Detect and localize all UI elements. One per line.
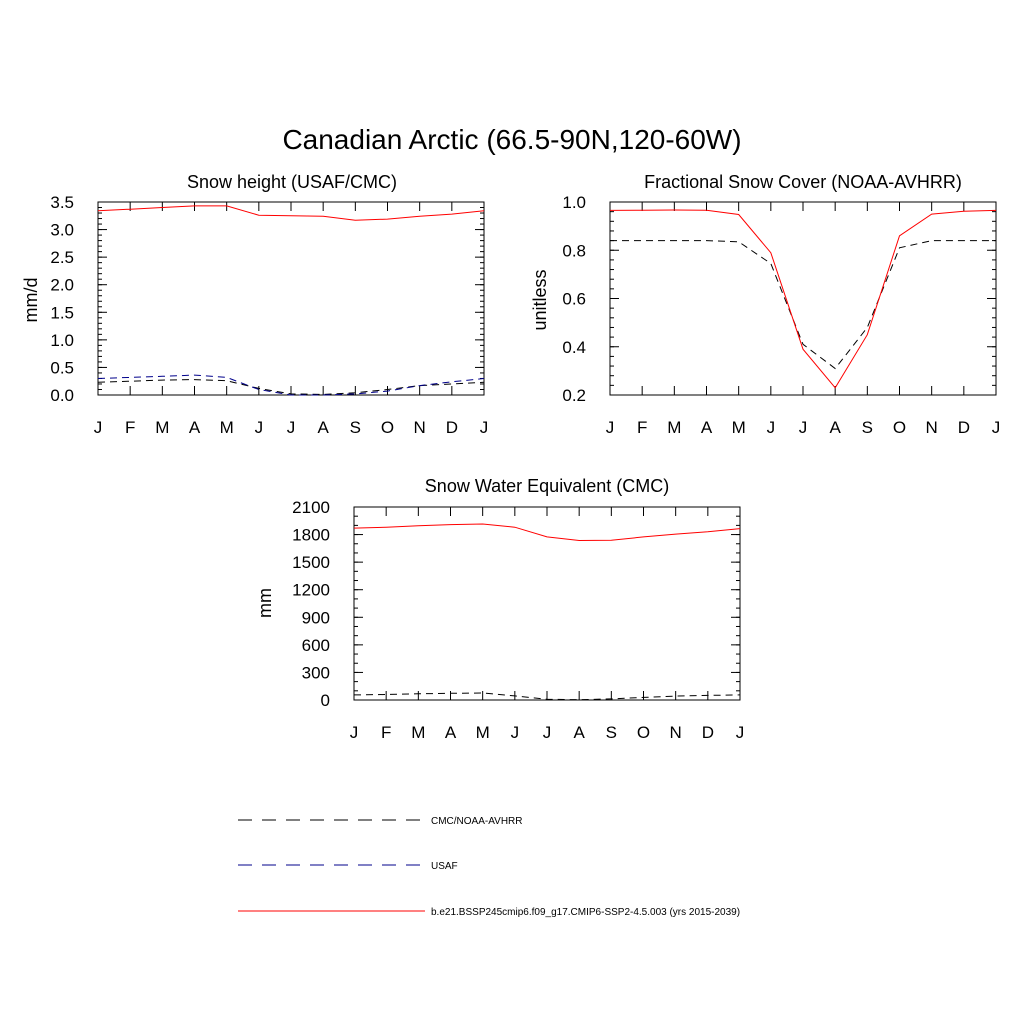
y-tick-label: 0.5	[50, 358, 74, 377]
plot-frame	[609, 201, 997, 396]
x-tick-label: O	[637, 723, 650, 742]
legend: CMC/NOAA-AVHRR USAF b.e21.BSSP245cmip6.f…	[238, 816, 740, 918]
panel-title: Snow Water Equivalent (CMC)	[425, 476, 669, 496]
x-tick-label: A	[317, 418, 329, 437]
y-tick-label: 2100	[292, 498, 330, 517]
x-tick-label: J	[767, 418, 776, 437]
legend-label-model: b.e21.BSSP245cmip6.f09_g17.CMIP6-SSP2-4.…	[431, 907, 740, 918]
series-line-usaf	[97, 374, 485, 396]
x-tick-label: N	[414, 418, 426, 437]
x-tick-label: O	[381, 418, 394, 437]
y-tick-label: 1.0	[50, 331, 74, 350]
x-tick-label: A	[829, 418, 841, 437]
legend-label-usaf: USAF	[431, 861, 458, 872]
legend-item-usaf: USAF	[238, 861, 458, 872]
y-tick-label: 1.5	[50, 303, 74, 322]
y-tick-label: 0.6	[562, 290, 586, 309]
x-tick-label: A	[445, 723, 457, 742]
y-axis-label: unitless	[530, 269, 550, 330]
x-tick-label: A	[573, 723, 585, 742]
y-tick-label: 0.4	[562, 338, 586, 357]
y-tick-label: 2.5	[50, 248, 74, 267]
x-tick-label: S	[606, 723, 617, 742]
y-axis-label: mm	[255, 588, 275, 618]
x-tick-label: J	[799, 418, 808, 437]
y-tick-label: 1500	[292, 553, 330, 572]
x-tick-label: F	[125, 418, 135, 437]
x-tick-label: D	[958, 418, 970, 437]
y-tick-label: 1200	[292, 581, 330, 600]
x-tick-label: J	[511, 723, 520, 742]
x-tick-label: A	[189, 418, 201, 437]
series-line-obs	[610, 240, 996, 370]
x-tick-label: F	[637, 418, 647, 437]
plot-frame	[97, 201, 485, 396]
x-tick-label: J	[992, 418, 1001, 437]
figure-title: Canadian Arctic (66.5-90N,120-60W)	[282, 124, 741, 155]
x-tick-label: J	[94, 418, 103, 437]
x-tick-label: J	[255, 418, 264, 437]
x-tick-label: J	[736, 723, 745, 742]
y-tick-label: 1.0	[562, 193, 586, 212]
y-tick-label: 0.2	[562, 386, 586, 405]
x-tick-label: J	[543, 723, 552, 742]
x-tick-label: J	[480, 418, 489, 437]
x-tick-label: D	[446, 418, 458, 437]
series-line-obs	[97, 379, 485, 395]
series-line-model	[97, 205, 485, 221]
x-tick-label: N	[926, 418, 938, 437]
series-line-model	[609, 209, 997, 389]
x-tick-label: A	[701, 418, 713, 437]
legend-item-obs: CMC/NOAA-AVHRR	[238, 816, 522, 827]
y-axis-label: mm/d	[21, 278, 41, 323]
x-tick-label: M	[220, 418, 234, 437]
y-tick-label: 0.0	[50, 386, 74, 405]
y-tick-label: 1800	[292, 526, 330, 545]
x-tick-label: F	[381, 723, 391, 742]
y-tick-label: 300	[302, 663, 330, 682]
x-tick-label: J	[350, 723, 359, 742]
x-tick-label: M	[667, 418, 681, 437]
x-tick-label: S	[350, 418, 361, 437]
y-tick-label: 0	[321, 691, 330, 710]
y-tick-label: 3.0	[50, 221, 74, 240]
x-tick-label: M	[155, 418, 169, 437]
series-line-model	[353, 523, 741, 542]
plot-frame	[353, 506, 741, 701]
y-tick-label: 3.5	[50, 193, 74, 212]
panel-title: Fractional Snow Cover (NOAA-AVHRR)	[644, 172, 962, 192]
panel-title: Snow height (USAF/CMC)	[187, 172, 397, 192]
x-tick-label: S	[862, 418, 873, 437]
x-tick-label: M	[476, 723, 490, 742]
y-tick-label: 900	[302, 608, 330, 627]
x-tick-label: M	[732, 418, 746, 437]
x-tick-label: M	[411, 723, 425, 742]
y-tick-label: 600	[302, 636, 330, 655]
series-line-obs	[353, 692, 741, 701]
legend-item-model: b.e21.BSSP245cmip6.f09_g17.CMIP6-SSP2-4.…	[238, 907, 740, 918]
y-tick-label: 2.0	[50, 276, 74, 295]
x-tick-label: D	[702, 723, 714, 742]
y-tick-label: 0.8	[562, 241, 586, 260]
x-tick-label: O	[893, 418, 906, 437]
legend-label-obs: CMC/NOAA-AVHRR	[431, 816, 522, 827]
chart-panel-snow-cover: Fractional Snow Cover (NOAA-AVHRR) unitl…	[530, 172, 1000, 437]
x-tick-label: J	[606, 418, 615, 437]
x-tick-label: J	[287, 418, 296, 437]
x-tick-label: N	[670, 723, 682, 742]
